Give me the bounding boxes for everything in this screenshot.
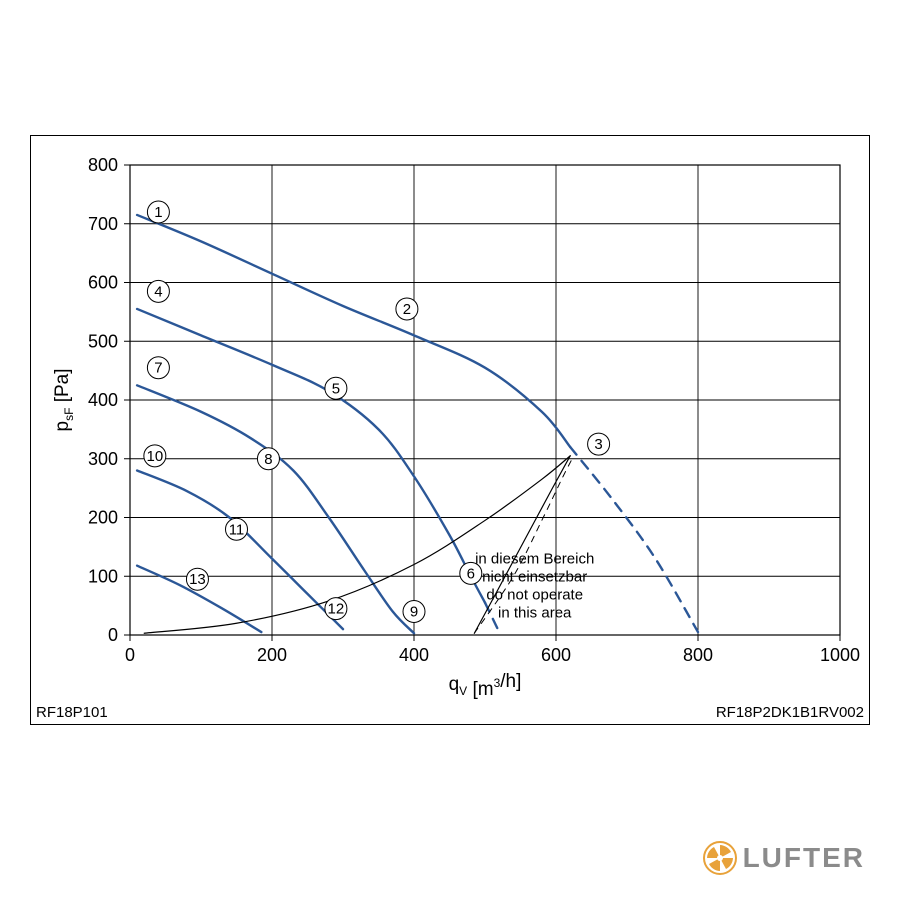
svg-text:qV [m3/h]: qV [m3/h] (449, 671, 522, 700)
svg-text:500: 500 (88, 331, 118, 351)
svg-text:400: 400 (88, 390, 118, 410)
svg-text:nicht einsetzbar: nicht einsetzbar (482, 568, 587, 585)
svg-text:1: 1 (154, 204, 162, 221)
performance-chart: 0 200 400 600 800 1000 0 100 200 300 400 500 600 700 8… (30, 135, 870, 725)
svg-text:2: 2 (403, 301, 411, 318)
svg-text:9: 9 (410, 604, 418, 621)
svg-text:11: 11 (229, 521, 245, 538)
svg-text:5: 5 (332, 380, 340, 397)
brand-text: LUFTER (743, 842, 865, 874)
svg-text:200: 200 (257, 645, 287, 665)
svg-text:200: 200 (88, 508, 118, 528)
svg-text:800: 800 (683, 645, 713, 665)
svg-text:1000: 1000 (820, 645, 860, 665)
svg-text:400: 400 (399, 645, 429, 665)
svg-text:10: 10 (147, 448, 164, 465)
svg-text:psF [Pa]: psF [Pa] (52, 369, 76, 432)
svg-text:0: 0 (108, 625, 118, 645)
svg-text:6: 6 (467, 565, 475, 582)
svg-text:4: 4 (154, 283, 162, 300)
svg-text:in diesem Bereich: in diesem Bereich (475, 550, 594, 567)
brand-logo: LUFTER (703, 841, 865, 875)
svg-text:0: 0 (125, 645, 135, 665)
svg-text:8: 8 (264, 451, 272, 468)
svg-text:7: 7 (154, 360, 162, 377)
svg-text:in this area: in this area (498, 604, 572, 621)
svg-text:600: 600 (88, 273, 118, 293)
svg-text:600: 600 (541, 645, 571, 665)
svg-text:300: 300 (88, 449, 118, 469)
chart-svg-wrap: 0 200 400 600 800 1000 0 100 200 300 400 500 600 700 8… (30, 135, 870, 725)
svg-text:13: 13 (189, 571, 206, 588)
svg-text:800: 800 (88, 155, 118, 175)
svg-text:do not operate: do not operate (486, 586, 583, 603)
svg-text:3: 3 (594, 436, 602, 453)
svg-text:RF18P101: RF18P101 (36, 704, 108, 721)
fan-icon (703, 841, 737, 875)
svg-text:700: 700 (88, 214, 118, 234)
svg-text:RF18P2DK1B1RV002: RF18P2DK1B1RV002 (716, 704, 864, 721)
svg-text:12: 12 (328, 601, 345, 618)
svg-text:100: 100 (88, 566, 118, 586)
